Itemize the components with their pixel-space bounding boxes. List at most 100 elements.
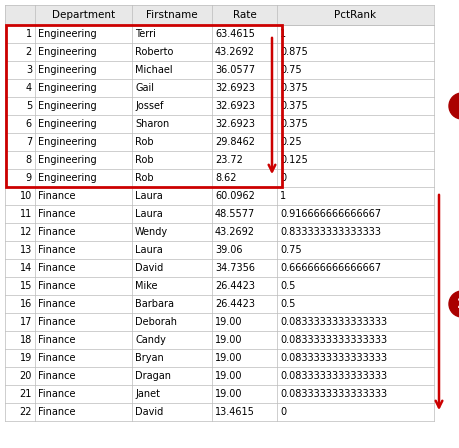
Text: Deborah: Deborah (135, 317, 177, 327)
Bar (6, 25, 282, 187)
Text: Laura: Laura (135, 191, 163, 201)
Text: 1: 1 (280, 29, 286, 39)
Text: Finance: Finance (38, 191, 75, 201)
Text: Gail: Gail (135, 83, 154, 93)
Bar (5, 403, 434, 421)
Text: 18: 18 (20, 335, 32, 345)
Bar (5, 115, 434, 133)
Text: 14: 14 (20, 263, 32, 273)
Text: 2: 2 (457, 297, 459, 311)
Text: Engineering: Engineering (38, 29, 97, 39)
Bar (5, 205, 434, 223)
Text: 5: 5 (26, 101, 32, 111)
Text: Terri: Terri (135, 29, 156, 39)
Text: Sharon: Sharon (135, 119, 169, 129)
Text: 0.25: 0.25 (280, 137, 302, 147)
Text: David: David (135, 407, 163, 417)
Text: Wendy: Wendy (135, 227, 168, 237)
Bar (5, 187, 434, 205)
Text: Laura: Laura (135, 245, 163, 255)
Text: 32.6923: 32.6923 (215, 101, 255, 111)
Text: 15: 15 (20, 281, 32, 291)
Bar (5, 61, 434, 79)
Text: 0.5: 0.5 (280, 299, 296, 309)
Text: 8.62: 8.62 (215, 173, 236, 183)
Bar (5, 349, 434, 367)
Text: Engineering: Engineering (38, 47, 97, 57)
Text: 2: 2 (26, 47, 32, 57)
Text: 22: 22 (19, 407, 32, 417)
Text: Rate: Rate (233, 10, 257, 20)
Text: Finance: Finance (38, 209, 75, 219)
Text: 0.125: 0.125 (280, 155, 308, 165)
Text: Finance: Finance (38, 227, 75, 237)
Text: Roberto: Roberto (135, 47, 174, 57)
Text: 0.0833333333333333: 0.0833333333333333 (280, 335, 387, 345)
Text: 19: 19 (20, 353, 32, 363)
Circle shape (449, 93, 459, 119)
Text: Firstname: Firstname (146, 10, 198, 20)
Text: 12: 12 (20, 227, 32, 237)
Text: 0: 0 (280, 173, 286, 183)
Text: Finance: Finance (38, 263, 75, 273)
Text: Rob: Rob (135, 173, 154, 183)
Text: Barbara: Barbara (135, 299, 174, 309)
Text: 0.833333333333333: 0.833333333333333 (280, 227, 381, 237)
Text: Finance: Finance (38, 281, 75, 291)
Text: Engineering: Engineering (38, 119, 97, 129)
Bar (5, 259, 434, 277)
Text: 34.7356: 34.7356 (215, 263, 255, 273)
Text: 0.5: 0.5 (280, 281, 296, 291)
Text: Janet: Janet (135, 389, 160, 399)
Bar (5, 367, 434, 385)
Text: 26.4423: 26.4423 (215, 281, 255, 291)
Text: Finance: Finance (38, 299, 75, 309)
Text: 4: 4 (26, 83, 32, 93)
Text: 0.75: 0.75 (280, 245, 302, 255)
Bar (5, 277, 434, 295)
Text: 19.00: 19.00 (215, 371, 242, 381)
Text: Engineering: Engineering (38, 155, 97, 165)
Text: Finance: Finance (38, 389, 75, 399)
Bar (5, 241, 434, 259)
Text: 32.6923: 32.6923 (215, 119, 255, 129)
Bar (5, 385, 434, 403)
Text: 32.6923: 32.6923 (215, 83, 255, 93)
Text: 36.0577: 36.0577 (215, 65, 255, 75)
Bar (5, 331, 434, 349)
Text: 1: 1 (457, 99, 459, 113)
Text: Mike: Mike (135, 281, 157, 291)
Text: PctRank: PctRank (335, 10, 376, 20)
Text: 48.5577: 48.5577 (215, 209, 255, 219)
Text: Finance: Finance (38, 353, 75, 363)
Text: 43.2692: 43.2692 (215, 47, 255, 57)
Text: 19.00: 19.00 (215, 389, 242, 399)
Text: 0.0833333333333333: 0.0833333333333333 (280, 371, 387, 381)
Text: Engineering: Engineering (38, 173, 97, 183)
Text: 0.916666666666667: 0.916666666666667 (280, 209, 381, 219)
Text: Bryan: Bryan (135, 353, 164, 363)
Text: 8: 8 (26, 155, 32, 165)
Text: 60.0962: 60.0962 (215, 191, 255, 201)
Bar (5, 313, 434, 331)
Text: 0.875: 0.875 (280, 47, 308, 57)
Text: Finance: Finance (38, 371, 75, 381)
Bar (5, 43, 434, 61)
Bar (5, 5, 434, 25)
Bar (5, 133, 434, 151)
Text: Rob: Rob (135, 155, 154, 165)
Text: Candy: Candy (135, 335, 166, 345)
Text: 13.4615: 13.4615 (215, 407, 255, 417)
Bar (5, 223, 434, 241)
Text: 39.06: 39.06 (215, 245, 242, 255)
Text: 19.00: 19.00 (215, 317, 242, 327)
Text: 26.4423: 26.4423 (215, 299, 255, 309)
Text: Michael: Michael (135, 65, 173, 75)
Text: 1: 1 (26, 29, 32, 39)
Text: Engineering: Engineering (38, 65, 97, 75)
Text: Engineering: Engineering (38, 83, 97, 93)
Circle shape (449, 291, 459, 317)
Bar (5, 151, 434, 169)
Text: 19.00: 19.00 (215, 335, 242, 345)
Text: 0.375: 0.375 (280, 119, 308, 129)
